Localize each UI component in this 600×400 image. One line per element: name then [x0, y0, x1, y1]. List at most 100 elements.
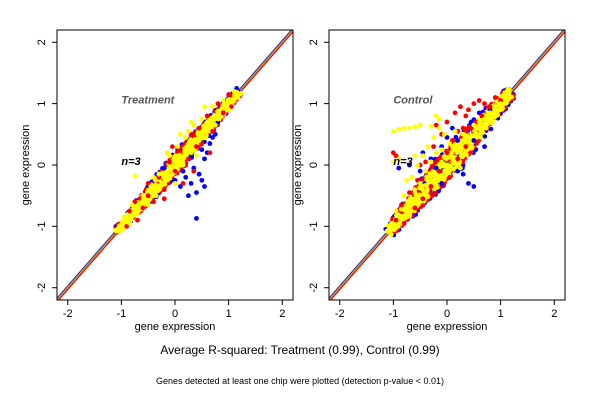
data-point-yellow	[455, 144, 461, 149]
data-point-red	[420, 196, 426, 202]
band-point	[442, 168, 447, 174]
data-point-yellow	[188, 150, 194, 156]
data-point-yellow	[466, 134, 471, 140]
band-point	[206, 124, 212, 130]
band-point	[398, 207, 404, 212]
data-point-yellow	[428, 171, 434, 177]
data-point-yellow	[449, 156, 455, 162]
data-point-yellow	[390, 159, 396, 165]
band-point	[186, 141, 192, 147]
data-point-yellow	[407, 199, 412, 205]
data-point-yellow	[172, 181, 178, 186]
band-point	[445, 155, 451, 160]
data-point-yellow	[423, 168, 428, 174]
band-point	[172, 156, 177, 162]
data-point-yellow	[412, 153, 418, 159]
figure-caption: Average R-squared: Treatment (0.99), Con…	[160, 343, 440, 357]
band-point	[467, 144, 473, 149]
band-point	[432, 191, 438, 196]
data-point-red	[167, 159, 173, 165]
data-point-blue	[183, 174, 189, 180]
band-point	[439, 163, 445, 169]
x-tick-label: 2	[551, 308, 557, 320]
data-point-yellow	[210, 104, 215, 110]
data-point-red	[145, 193, 151, 199]
data-point-yellow	[407, 125, 412, 131]
x-tick-label: -1	[116, 308, 126, 320]
band-point	[191, 139, 196, 144]
data-point-yellow	[153, 193, 159, 199]
band-point	[459, 151, 464, 157]
data-point-yellow	[425, 144, 431, 149]
y-axis-label: gene expression	[20, 125, 32, 206]
data-point-yellow	[164, 150, 170, 156]
data-point-yellow	[460, 131, 466, 137]
panel-annotation-group: Control	[393, 95, 433, 107]
data-point-blue	[482, 144, 487, 149]
data-point-red	[161, 196, 167, 202]
band-point	[472, 133, 478, 138]
plot-area	[57, 30, 293, 300]
data-point-yellow	[177, 131, 183, 137]
data-point-yellow	[417, 181, 423, 186]
band-point	[429, 193, 435, 199]
data-point-yellow	[148, 184, 154, 189]
band-point	[482, 134, 488, 139]
data-point-yellow	[202, 104, 207, 110]
band-point	[475, 138, 480, 144]
data-point-yellow	[140, 193, 146, 199]
data-point-yellow	[401, 193, 407, 199]
x-tick-label: -1	[388, 308, 398, 320]
data-point-red	[444, 119, 450, 125]
band-point	[219, 114, 224, 120]
data-point-blue	[199, 147, 205, 153]
y-tick-label: -1	[36, 221, 48, 231]
data-point-yellow	[183, 134, 189, 140]
x-axis-label: gene expression	[135, 321, 216, 333]
band-point	[143, 197, 149, 203]
data-point-red	[196, 125, 202, 131]
band-point	[199, 133, 204, 139]
data-point-red	[407, 190, 412, 196]
data-point-yellow	[186, 128, 191, 134]
band-point	[420, 177, 425, 182]
band-point	[130, 213, 136, 219]
band-point	[433, 183, 438, 189]
y-tick-label: -2	[308, 283, 320, 293]
data-point-yellow	[220, 98, 226, 103]
data-point-yellow	[436, 116, 442, 122]
data-point-yellow	[498, 101, 504, 107]
data-point-red	[399, 202, 404, 208]
data-point-red	[463, 113, 469, 119]
data-point-red	[466, 107, 471, 113]
data-point-red	[447, 174, 453, 180]
data-point-yellow	[215, 116, 221, 122]
data-point-yellow	[420, 153, 426, 159]
band-point	[409, 196, 415, 201]
band-point	[175, 153, 180, 158]
data-point-yellow	[196, 138, 202, 143]
x-tick-label: 0	[172, 308, 178, 320]
band-point	[463, 140, 468, 146]
data-point-red	[151, 199, 156, 205]
data-point-yellow	[129, 202, 135, 208]
data-point-yellow	[431, 134, 436, 140]
data-point-yellow	[436, 125, 442, 131]
data-point-red	[423, 159, 428, 165]
data-point-red	[452, 110, 458, 116]
data-point-yellow	[417, 122, 423, 128]
data-point-yellow	[204, 128, 210, 134]
data-point-red	[220, 110, 226, 116]
band-point	[489, 120, 494, 126]
data-point-red	[436, 168, 442, 174]
data-point-blue	[202, 156, 207, 162]
band-point	[425, 194, 431, 199]
band-point	[114, 227, 119, 233]
data-point-blue	[196, 171, 202, 177]
y-tick-label: -1	[308, 221, 320, 231]
band-point	[119, 226, 125, 231]
data-point-red	[215, 101, 221, 107]
data-point-yellow	[390, 128, 396, 134]
band-point	[498, 94, 504, 99]
data-point-red	[482, 101, 487, 107]
